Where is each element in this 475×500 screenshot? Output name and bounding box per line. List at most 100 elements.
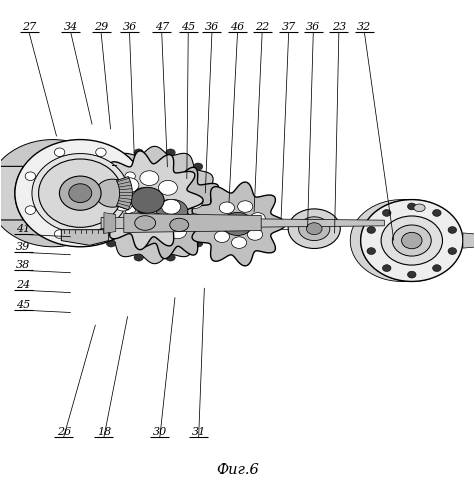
Ellipse shape [185, 214, 203, 227]
Ellipse shape [408, 203, 416, 210]
Polygon shape [101, 218, 384, 228]
Ellipse shape [55, 148, 65, 156]
Ellipse shape [166, 149, 175, 156]
Text: 30: 30 [152, 426, 167, 436]
Text: 38: 38 [16, 260, 30, 270]
Ellipse shape [106, 240, 116, 247]
Polygon shape [94, 151, 203, 250]
Ellipse shape [151, 194, 164, 204]
Ellipse shape [367, 248, 376, 254]
Ellipse shape [166, 254, 175, 261]
Ellipse shape [433, 210, 441, 216]
Ellipse shape [90, 188, 100, 194]
Ellipse shape [139, 204, 157, 218]
Ellipse shape [401, 232, 422, 248]
Ellipse shape [134, 254, 143, 261]
Ellipse shape [135, 188, 148, 198]
Ellipse shape [193, 163, 203, 170]
Text: Фиг.6: Фиг.6 [216, 463, 259, 477]
Text: 39: 39 [16, 242, 30, 252]
Ellipse shape [382, 210, 391, 216]
Polygon shape [124, 214, 261, 233]
Ellipse shape [414, 204, 425, 212]
Ellipse shape [25, 172, 36, 180]
Ellipse shape [175, 206, 187, 216]
Ellipse shape [125, 172, 135, 180]
Ellipse shape [137, 203, 150, 213]
Ellipse shape [448, 226, 456, 234]
Ellipse shape [140, 171, 159, 186]
Ellipse shape [125, 206, 135, 214]
Ellipse shape [408, 271, 416, 278]
Ellipse shape [159, 180, 177, 195]
Ellipse shape [147, 214, 166, 228]
Ellipse shape [120, 178, 139, 192]
Ellipse shape [448, 248, 456, 254]
Ellipse shape [219, 202, 235, 213]
Polygon shape [192, 182, 285, 266]
Ellipse shape [90, 216, 100, 222]
Text: 45: 45 [16, 300, 30, 310]
Ellipse shape [392, 225, 431, 256]
Ellipse shape [193, 240, 203, 247]
Text: 31: 31 [191, 426, 206, 436]
Ellipse shape [361, 200, 463, 281]
Text: 36: 36 [123, 22, 137, 32]
Ellipse shape [367, 226, 376, 234]
Ellipse shape [209, 216, 224, 227]
Ellipse shape [250, 212, 266, 224]
Ellipse shape [148, 221, 166, 234]
Ellipse shape [156, 200, 188, 223]
Ellipse shape [25, 206, 36, 214]
Ellipse shape [32, 154, 129, 233]
Text: 18: 18 [97, 426, 111, 436]
Text: 36: 36 [205, 22, 219, 32]
Ellipse shape [134, 149, 143, 156]
Ellipse shape [169, 184, 187, 197]
Text: 36: 36 [306, 22, 321, 32]
Ellipse shape [306, 222, 322, 234]
Ellipse shape [96, 230, 106, 238]
Text: 26: 26 [57, 426, 71, 436]
Polygon shape [120, 164, 227, 258]
Ellipse shape [433, 264, 441, 272]
Ellipse shape [382, 264, 391, 272]
Text: 34: 34 [64, 22, 78, 32]
Ellipse shape [114, 196, 133, 211]
Ellipse shape [222, 212, 253, 236]
Text: 37: 37 [282, 22, 296, 32]
Ellipse shape [231, 237, 247, 248]
Ellipse shape [148, 188, 166, 202]
Ellipse shape [131, 188, 164, 213]
Text: 45: 45 [181, 22, 195, 32]
Polygon shape [463, 233, 475, 248]
Ellipse shape [247, 228, 263, 240]
Ellipse shape [55, 230, 65, 238]
Ellipse shape [69, 184, 92, 203]
Polygon shape [61, 230, 109, 246]
Polygon shape [88, 146, 221, 264]
Ellipse shape [59, 176, 101, 210]
Ellipse shape [162, 200, 174, 209]
Ellipse shape [162, 214, 174, 222]
Polygon shape [0, 166, 24, 220]
Text: 29: 29 [94, 22, 108, 32]
Ellipse shape [209, 216, 219, 222]
Ellipse shape [381, 216, 443, 265]
Ellipse shape [135, 216, 156, 230]
Text: 27: 27 [22, 22, 36, 32]
Ellipse shape [214, 231, 229, 242]
Text: 46: 46 [230, 22, 245, 32]
Polygon shape [116, 176, 133, 210]
Polygon shape [104, 212, 116, 234]
Ellipse shape [169, 225, 187, 238]
Polygon shape [350, 200, 431, 281]
Ellipse shape [96, 148, 106, 156]
Ellipse shape [185, 195, 203, 208]
Text: 24: 24 [16, 280, 30, 290]
Text: 23: 23 [332, 22, 346, 32]
Ellipse shape [209, 188, 219, 194]
Ellipse shape [288, 209, 340, 248]
Text: 41: 41 [16, 224, 30, 234]
Ellipse shape [170, 218, 189, 232]
